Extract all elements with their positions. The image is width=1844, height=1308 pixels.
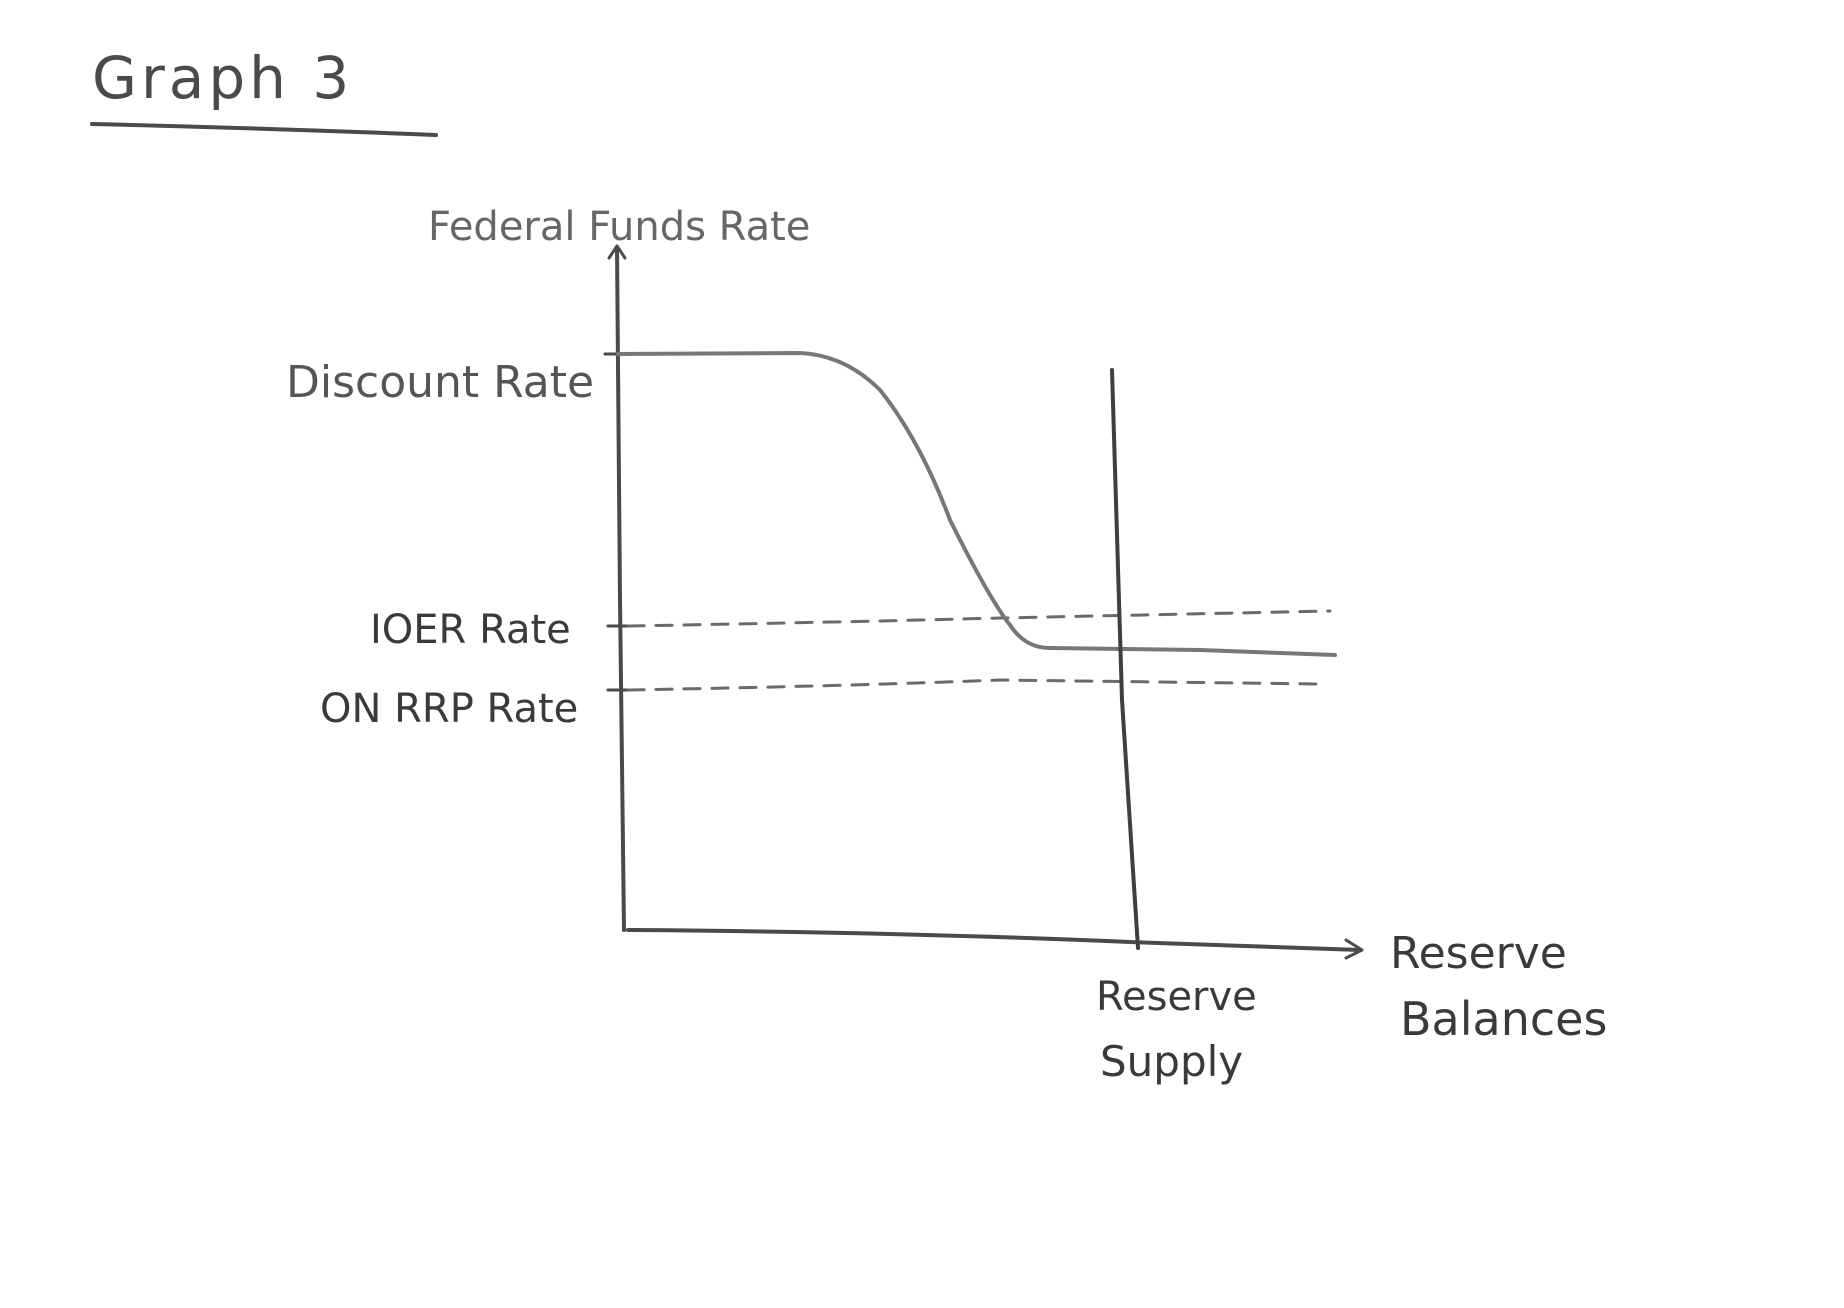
title-underline [92, 124, 436, 135]
on-rrp-rate-dashed-line [628, 680, 1320, 690]
ioer-rate-label: IOER Rate [370, 607, 571, 653]
reserve-supply-label-line1: Reserve [1096, 974, 1257, 1020]
reserve-supply-line [1112, 370, 1138, 948]
reserve-supply-label-line2: Supply [1100, 1037, 1243, 1086]
graph-title: Graph 3 [92, 44, 353, 112]
x-axis-label-line1: Reserve [1390, 928, 1567, 979]
discount-rate-label: Discount Rate [286, 357, 594, 408]
ioer-rate-dashed-line [628, 611, 1330, 626]
y-axis-label: Federal Funds Rate [428, 204, 810, 250]
on-rrp-rate-label: ON RRP Rate [320, 686, 578, 732]
y-axis [617, 248, 624, 930]
reserve-demand-curve [618, 353, 1335, 655]
x-axis [628, 930, 1360, 950]
x-axis-label-line2: Balances [1400, 992, 1607, 1046]
